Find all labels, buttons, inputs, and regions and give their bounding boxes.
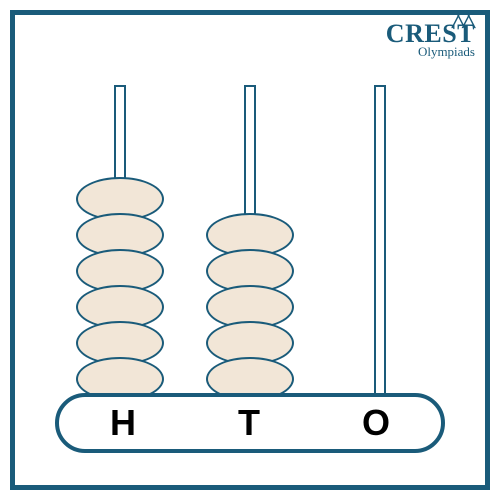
bead-stack <box>206 213 294 401</box>
logo-peak-icon: ╱╲╱╲ <box>452 15 473 27</box>
place-value-label: O <box>362 402 390 444</box>
brand-logo: ╱╲╱╲ CREST Olympiads <box>386 21 475 58</box>
rod-stick <box>374 85 386 395</box>
abacus-rod <box>200 85 300 395</box>
abacus-rod <box>70 85 170 395</box>
abacus-rods <box>55 85 445 395</box>
logo-main: ╱╲╱╲ CREST <box>386 21 475 47</box>
outer-frame: ╱╲╱╲ CREST Olympiads H T O <box>10 10 490 490</box>
bead-stack <box>76 177 164 401</box>
place-value-label: T <box>238 402 260 444</box>
place-value-label: H <box>110 402 136 444</box>
abacus-diagram: HTO <box>55 85 445 445</box>
abacus-rod <box>330 85 430 395</box>
abacus-base: HTO <box>55 393 445 453</box>
